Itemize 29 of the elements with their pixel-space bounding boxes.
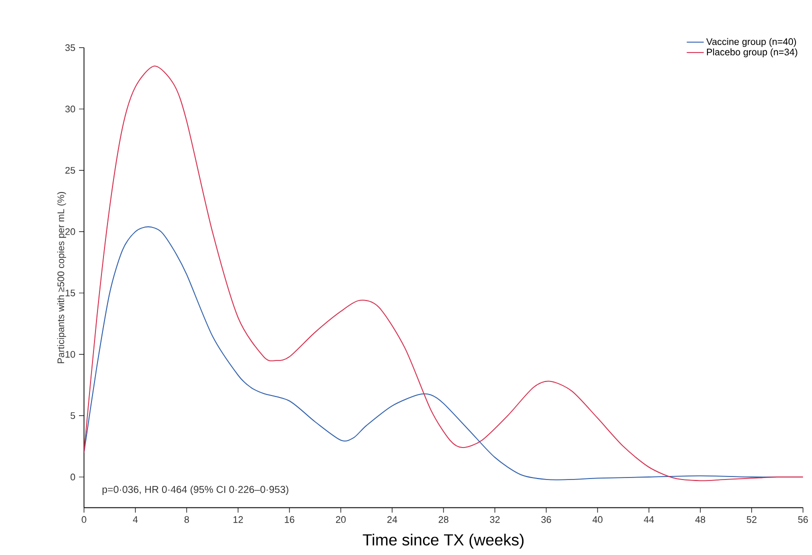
x-tick-label: 24 bbox=[387, 516, 398, 523]
x-tick-label: 32 bbox=[490, 516, 500, 523]
x-axis-title: Time since TX (weeks) bbox=[362, 534, 524, 549]
legend-label: Vaccine group (n=40) bbox=[706, 38, 796, 47]
x-tick-label: 48 bbox=[695, 516, 706, 523]
y-tick-label: 25 bbox=[65, 166, 76, 174]
y-tick-label: 35 bbox=[65, 44, 76, 52]
y-axis-title: Participants with ≥500 copies per mL (%) bbox=[57, 192, 66, 364]
x-tick-label: 4 bbox=[132, 516, 138, 523]
x-tick-label: 36 bbox=[541, 516, 552, 523]
line-series bbox=[84, 66, 804, 482]
x-tick-label: 8 bbox=[184, 516, 189, 523]
y-tick-label: 10 bbox=[66, 350, 76, 358]
y-tick-label: 15 bbox=[66, 290, 76, 296]
x-tick-label: 12 bbox=[234, 516, 243, 523]
x-tick-label: 40 bbox=[592, 516, 602, 523]
x-tick-label: 52 bbox=[746, 516, 756, 523]
y-tick-label: 20 bbox=[65, 228, 76, 236]
y-tick-label: 30 bbox=[65, 106, 76, 112]
x-tick-label: 44 bbox=[644, 516, 654, 523]
x-tick-label: 28 bbox=[438, 516, 448, 523]
y-tick-label: 0 bbox=[70, 474, 76, 480]
annotation: p=0·036, HR 0·464 (95% CI 0·226–0·953) bbox=[102, 486, 288, 495]
legend-label: Placebo group (n=34) bbox=[706, 48, 798, 58]
x-tick-label: 56 bbox=[798, 516, 808, 523]
x-tick-label: 0 bbox=[82, 516, 86, 523]
y-tick-label: 5 bbox=[70, 412, 76, 419]
x-tick-label: 16 bbox=[284, 516, 294, 523]
x-tick-label: 20 bbox=[336, 516, 346, 523]
